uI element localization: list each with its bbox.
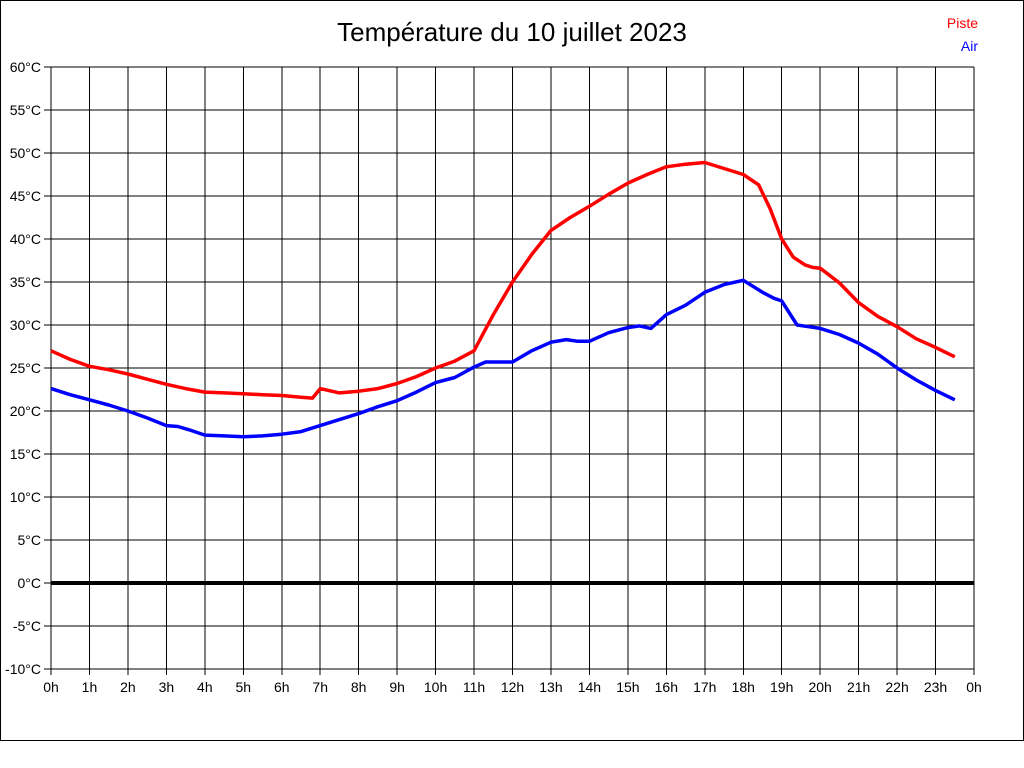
y-tick-label: 60°C — [10, 59, 41, 75]
y-tick-label: 0°C — [18, 575, 42, 591]
x-tick-label: 13h — [539, 679, 562, 695]
y-tick-label: 20°C — [10, 403, 41, 419]
y-tick-label: 55°C — [10, 102, 41, 118]
x-tick-label: 3h — [159, 679, 175, 695]
x-tick-label: 2h — [120, 679, 136, 695]
y-tick-label: -5°C — [13, 618, 41, 634]
x-tick-label: 0h — [43, 679, 59, 695]
y-tick-label: 40°C — [10, 231, 41, 247]
x-tick-label: 16h — [655, 679, 678, 695]
x-tick-label: 12h — [501, 679, 524, 695]
y-tick-label: -10°C — [5, 661, 41, 677]
x-tick-label: 5h — [236, 679, 252, 695]
y-tick-label: 35°C — [10, 274, 41, 290]
legend-label-piste: Piste — [946, 15, 978, 31]
x-tick-label: 18h — [732, 679, 755, 695]
chart-image: Température du 10 juillet 2023 Piste Air… — [0, 0, 1024, 741]
x-tick-label: 8h — [351, 679, 367, 695]
x-tick-label: 4h — [197, 679, 213, 695]
legend-item-piste: Piste — [947, 12, 978, 35]
x-tick-label: 14h — [578, 679, 601, 695]
y-tick-label: 5°C — [18, 532, 42, 548]
x-tick-label: 20h — [808, 679, 831, 695]
y-tick-label: 10°C — [10, 489, 41, 505]
grid — [44, 66, 975, 675]
x-tick-label: 1h — [82, 679, 98, 695]
x-tick-label: 9h — [389, 679, 405, 695]
x-tick-label: 6h — [274, 679, 290, 695]
plot-area: 0h 1h 2h 3h 4h 5h 6h 7h 8h 9h 10h 11h 12h 13h 14h 15h 16… — [5, 59, 982, 695]
y-tick-label: 45°C — [10, 188, 41, 204]
x-tick-label: 10h — [424, 679, 447, 695]
x-tick-label: 23h — [924, 679, 947, 695]
series-line-piste — [50, 160, 956, 400]
y-tick-label: 50°C — [10, 145, 41, 161]
x-tick-label: 21h — [847, 679, 870, 695]
legend-item-air: Air — [947, 35, 978, 58]
x-tick-label: 15h — [616, 679, 639, 695]
x-tick-label: 11h — [463, 679, 485, 695]
legend-label-air: Air — [960, 38, 978, 54]
x-tick-label: 17h — [693, 679, 716, 695]
x-tick-label: 22h — [885, 679, 908, 695]
y-tick-label: 15°C — [10, 446, 41, 462]
y-tick-label: 30°C — [10, 317, 41, 333]
x-tick-label: 0h — [966, 679, 982, 695]
chart-title: Température du 10 juillet 2023 — [337, 17, 687, 47]
series-line-air — [50, 278, 956, 439]
y-tick-label: 25°C — [10, 360, 41, 376]
x-tick-label: 7h — [312, 679, 328, 695]
legend: Piste Air — [947, 12, 978, 58]
x-tick-label: 19h — [770, 679, 793, 695]
